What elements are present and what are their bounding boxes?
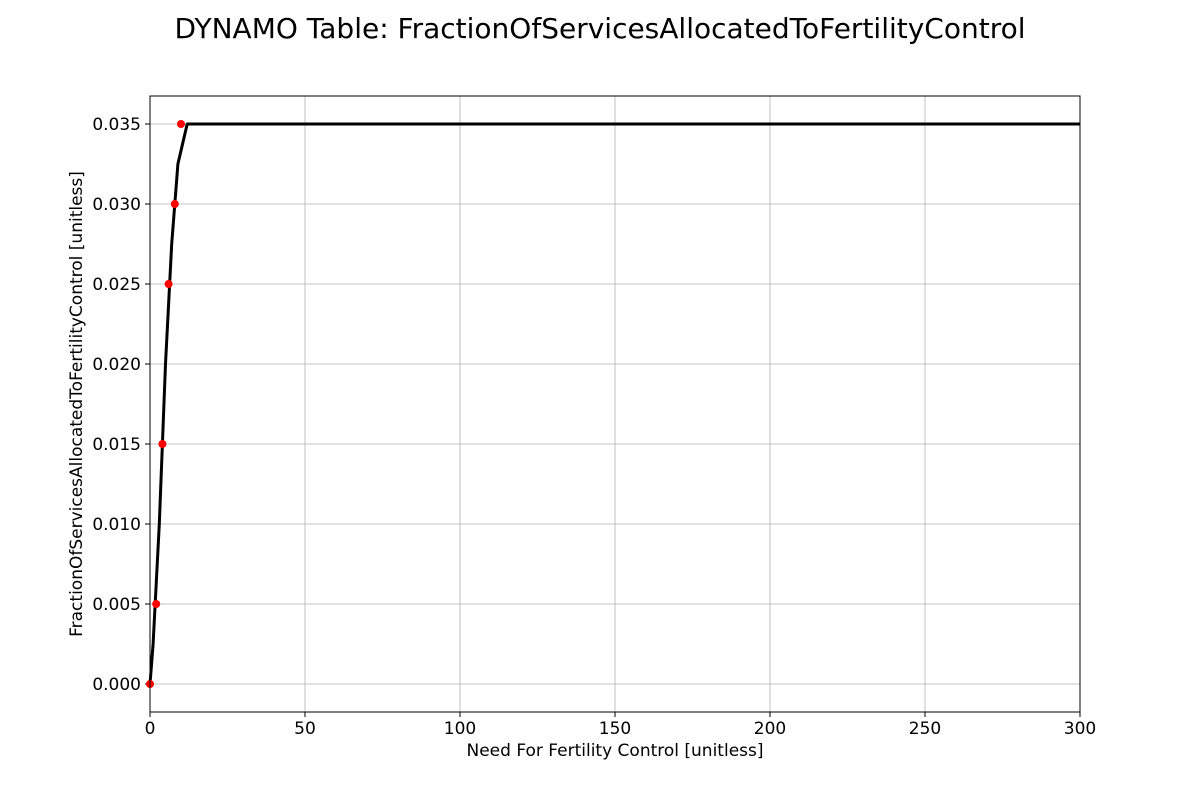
x-axis-label: Need For Fertility Control [unitless]	[466, 741, 763, 761]
table-function-line	[148, 122, 1080, 685]
x-tick-label: 100	[444, 719, 476, 739]
x-tick-label: 250	[909, 719, 941, 739]
data-point	[158, 440, 167, 448]
y-tick-label: 0.025	[92, 275, 141, 295]
x-tick-label: 0	[145, 719, 156, 739]
y-tick-label: 0.015	[92, 435, 141, 455]
y-axis-label: FractionOfServicesAllocatedToFertilityCo…	[67, 171, 87, 637]
y-tick-label: 0.030	[92, 195, 141, 215]
y-tick-label: 0.010	[92, 515, 141, 535]
data-point	[152, 600, 161, 608]
plot-frame	[149, 95, 1081, 713]
data-point	[177, 120, 185, 128]
axis-ticks: 0 50 100 150 200 250 300 0.000 0.005 0.010 0.015 0.…	[92, 115, 1096, 739]
x-tick-label: 150	[599, 719, 631, 739]
x-tick-label: 50	[294, 719, 316, 739]
data-point	[170, 200, 179, 208]
data-point	[164, 280, 173, 288]
y-tick-label: 0.035	[92, 115, 141, 135]
x-tick-label: 300	[1064, 719, 1096, 739]
y-tick-label: 0.000	[92, 675, 141, 695]
series-layer	[146, 120, 1080, 688]
grid	[149, 96, 1081, 712]
y-tick-label: 0.005	[92, 595, 141, 615]
x-tick-label: 200	[754, 719, 786, 739]
y-tick-label: 0.020	[92, 355, 141, 375]
chart-title: DYNAMO Table: FractionOfServicesAllocate…	[174, 12, 1025, 45]
